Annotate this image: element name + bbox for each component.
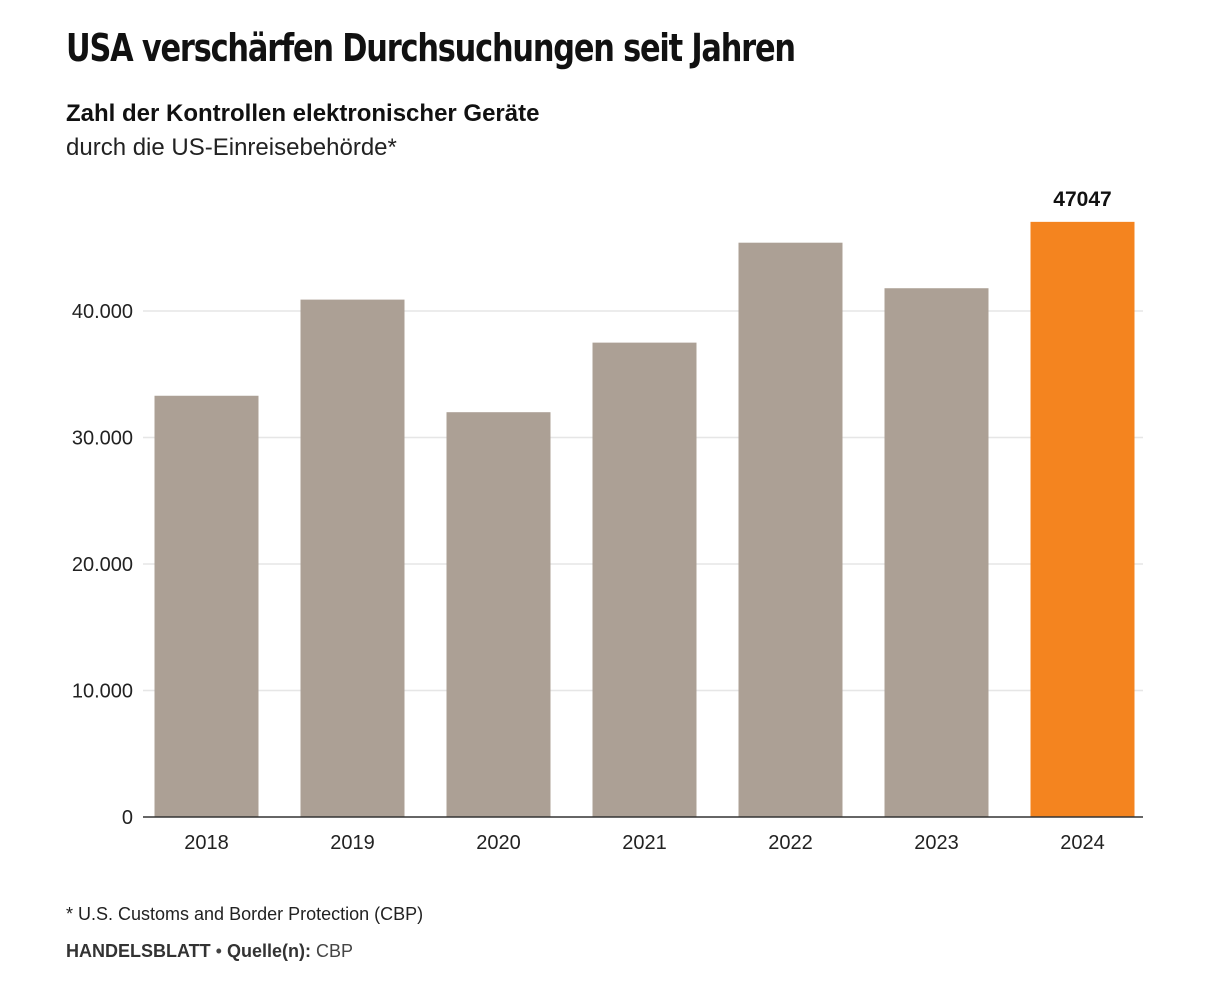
x-tick-label: 2018	[184, 832, 229, 854]
chart-subtitle: Zahl der Kontrollen elektronischer Gerät…	[66, 100, 540, 127]
bar-2020	[446, 412, 551, 817]
y-tick-label: 30.000	[72, 428, 133, 450]
source-line: HANDELSBLATT • Quelle(n): CBP	[66, 941, 353, 962]
publisher-brand: HANDELSBLATT	[66, 941, 211, 961]
bar-2021	[592, 342, 697, 817]
source-label: Quelle(n):	[227, 941, 311, 961]
bar-2023	[884, 288, 989, 818]
bars	[154, 221, 1135, 818]
data-labels: 47047	[1053, 188, 1111, 211]
x-tick-label: 2022	[768, 832, 813, 854]
x-tick-label: 2019	[330, 832, 375, 854]
y-tick-label: 10.000	[72, 681, 133, 703]
x-tick-label: 2023	[914, 832, 959, 854]
bar-2022	[738, 242, 843, 817]
chart-subtitle-secondary: durch die US-Einreisebehörde*	[66, 134, 397, 161]
bar-2024	[1030, 221, 1135, 817]
chart-title: USA verschärfen Durchsuchungen seit Jahr…	[66, 26, 796, 70]
source-separator: •	[215, 941, 222, 961]
x-axis-tick-labels: 2018 2019 2020 2021 2022 2023 2024	[184, 832, 1105, 854]
x-tick-label: 2024	[1060, 832, 1105, 854]
y-tick-label: 40.000	[72, 301, 133, 323]
x-tick-label: 2020	[476, 832, 521, 854]
y-tick-label: 20.000	[72, 554, 133, 576]
source-value: CBP	[316, 941, 354, 961]
y-tick-label: 0	[122, 807, 133, 829]
x-tick-label: 2021	[622, 832, 667, 854]
bar-2018	[154, 395, 259, 817]
bar-2019	[300, 299, 405, 817]
data-label-2024: 47047	[1053, 188, 1111, 211]
footnote: * U.S. Customs and Border Protection (CB…	[66, 904, 424, 924]
y-axis-tick-labels: 0 10.000 20.000 30.000 40.000	[72, 301, 133, 829]
